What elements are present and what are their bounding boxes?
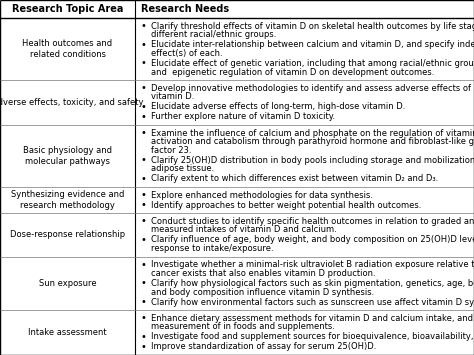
Text: Clarify how environmental factors such as sunscreen use affect vitamin D synthes: Clarify how environmental factors such a… bbox=[151, 297, 474, 307]
Text: and  epigenetic regulation of vitamin D on development outcomes.: and epigenetic regulation of vitamin D o… bbox=[151, 67, 435, 77]
Text: Sun exposure: Sun exposure bbox=[39, 279, 96, 288]
Text: •: • bbox=[140, 190, 146, 200]
Text: Research Topic Area: Research Topic Area bbox=[12, 4, 123, 14]
Text: Clarify influence of age, body weight, and body composition on 25(OH)D levels in: Clarify influence of age, body weight, a… bbox=[151, 235, 474, 245]
Text: •: • bbox=[140, 313, 146, 323]
Text: measured intakes of vitamin D and calcium.: measured intakes of vitamin D and calciu… bbox=[151, 225, 337, 234]
Text: •: • bbox=[140, 297, 146, 307]
Text: •: • bbox=[140, 155, 146, 165]
Text: Dose-response relationship: Dose-response relationship bbox=[10, 230, 125, 240]
Text: Adverse effects, toxicity, and safety: Adverse effects, toxicity, and safety bbox=[0, 98, 143, 107]
Text: vitamin D.: vitamin D. bbox=[151, 92, 194, 101]
Text: Identify approaches to better weight potential health outcomes.: Identify approaches to better weight pot… bbox=[151, 201, 421, 210]
Text: •: • bbox=[140, 200, 146, 210]
Text: Further explore nature of vitamin D toxicity.: Further explore nature of vitamin D toxi… bbox=[151, 113, 335, 121]
Text: adipose tissue.: adipose tissue. bbox=[151, 164, 214, 174]
Text: different racial/ethnic groups.: different racial/ethnic groups. bbox=[151, 30, 276, 39]
Text: •: • bbox=[140, 83, 146, 93]
Text: Clarify how physiological factors such as skin pigmentation, genetics, age, body: Clarify how physiological factors such a… bbox=[151, 279, 474, 288]
Text: Clarify 25(OH)D distribution in body pools including storage and mobilization fr: Clarify 25(OH)D distribution in body poo… bbox=[151, 156, 474, 165]
Text: measurement of in foods and supplements.: measurement of in foods and supplements. bbox=[151, 322, 335, 331]
Text: Investigate whether a minimal-risk ultraviolet B radiation exposure relative to : Investigate whether a minimal-risk ultra… bbox=[151, 260, 474, 269]
Text: •: • bbox=[140, 235, 146, 245]
Text: •: • bbox=[140, 59, 146, 69]
Text: Elucidate adverse effects of long-term, high-dose vitamin D.: Elucidate adverse effects of long-term, … bbox=[151, 102, 405, 111]
Text: Examine the influence of calcium and phosphate on the regulation of vitamin D: Examine the influence of calcium and pho… bbox=[151, 129, 474, 137]
Text: Investigate food and supplement sources for bioequivalence, bioavailability, and: Investigate food and supplement sources … bbox=[151, 332, 474, 342]
Text: •: • bbox=[140, 332, 146, 342]
Text: effect(s) of each.: effect(s) of each. bbox=[151, 49, 223, 58]
Text: Clarify threshold effects of vitamin D on skeletal health outcomes by life stage: Clarify threshold effects of vitamin D o… bbox=[151, 22, 474, 31]
Text: •: • bbox=[140, 342, 146, 352]
Text: Explore enhanced methodologies for data synthesis.: Explore enhanced methodologies for data … bbox=[151, 191, 373, 200]
Text: response to intake/exposure.: response to intake/exposure. bbox=[151, 244, 273, 253]
Text: Health outcomes and
related conditions: Health outcomes and related conditions bbox=[22, 39, 113, 59]
Text: and body composition influence vitamin D synthesis.: and body composition influence vitamin D… bbox=[151, 288, 374, 296]
Text: •: • bbox=[140, 21, 146, 31]
Text: activation and catabolism through parathyroid hormone and fibroblast-like growth: activation and catabolism through parath… bbox=[151, 137, 474, 146]
Text: •: • bbox=[140, 260, 146, 270]
Text: Elucidate inter-relationship between calcium and vitamin D, and specify independ: Elucidate inter-relationship between cal… bbox=[151, 40, 474, 49]
Text: Research Needs: Research Needs bbox=[141, 4, 229, 14]
Text: Develop innovative methodologies to identify and assess adverse effects of exces: Develop innovative methodologies to iden… bbox=[151, 84, 474, 93]
Text: •: • bbox=[140, 216, 146, 226]
Text: cancer exists that also enables vitamin D production.: cancer exists that also enables vitamin … bbox=[151, 269, 376, 278]
Text: factor 23.: factor 23. bbox=[151, 146, 191, 155]
Text: Conduct studies to identify specific health outcomes in relation to graded and f: Conduct studies to identify specific hea… bbox=[151, 217, 474, 226]
Text: •: • bbox=[140, 174, 146, 184]
Text: Elucidate effect of genetic variation, including that among racial/ethnic groups: Elucidate effect of genetic variation, i… bbox=[151, 59, 474, 68]
Text: Improve standardization of assay for serum 25(OH)D.: Improve standardization of assay for ser… bbox=[151, 343, 376, 351]
Text: Enhance dietary assessment methods for vitamin D and calcium intake, and methods: Enhance dietary assessment methods for v… bbox=[151, 314, 474, 323]
Text: Clarify extent to which differences exist between vitamin D₂ and D₃.: Clarify extent to which differences exis… bbox=[151, 175, 438, 184]
Text: •: • bbox=[140, 102, 146, 112]
Text: Synthesizing evidence and
research methodology: Synthesizing evidence and research metho… bbox=[11, 190, 124, 210]
Text: Intake assessment: Intake assessment bbox=[28, 328, 107, 337]
Text: •: • bbox=[140, 278, 146, 288]
Text: •: • bbox=[140, 128, 146, 138]
Text: •: • bbox=[140, 40, 146, 50]
Text: Basic physiology and
molecular pathways: Basic physiology and molecular pathways bbox=[23, 146, 112, 166]
Text: •: • bbox=[140, 112, 146, 122]
